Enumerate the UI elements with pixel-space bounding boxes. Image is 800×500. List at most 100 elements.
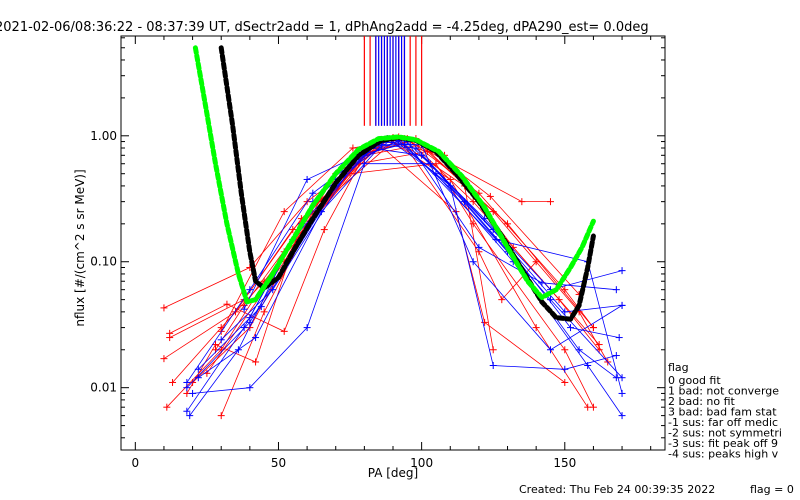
- x-tick-label: 0: [131, 456, 139, 470]
- data-point-marker: [160, 355, 168, 363]
- data-point-marker: [186, 412, 194, 420]
- data-point-marker: [303, 324, 311, 332]
- data-point-marker: [260, 308, 268, 316]
- data-point-marker: [532, 324, 540, 332]
- data-point-marker: [223, 300, 231, 308]
- data-point-marker: [349, 144, 357, 152]
- data-point-marker: [469, 258, 477, 266]
- y-tick-label: 0.10: [90, 255, 117, 269]
- data-point-marker: [498, 296, 506, 304]
- data-point-marker: [303, 175, 311, 183]
- data-point-marker: [169, 378, 177, 386]
- y-axis: 0.01 0.10 1.00: [90, 37, 665, 439]
- data-series-line: [186, 144, 623, 412]
- data-point-marker: [246, 384, 254, 392]
- flag-legend-item: 3 bad: bad fam stat: [668, 406, 777, 419]
- data-point-marker: [194, 365, 202, 373]
- flag-legend-title: flag: [668, 361, 689, 374]
- data-point-marker: [489, 346, 497, 354]
- fit-curve: [218, 45, 596, 322]
- data-point-marker: [561, 378, 569, 386]
- x-tick-label: 100: [410, 456, 433, 470]
- data-point-marker: [518, 198, 526, 206]
- data-point-marker: [546, 296, 554, 304]
- created-timestamp: Created: Thu Feb 24 00:39:35 2022: [519, 483, 715, 496]
- data-point-marker: [561, 308, 569, 316]
- data-point-marker: [618, 389, 626, 397]
- data-point-marker: [412, 144, 420, 152]
- flag-legend-item: -1 sus: far off medic: [668, 416, 778, 429]
- data-point-marker: [217, 336, 225, 344]
- data-point-marker: [561, 365, 569, 373]
- data-point-marker: [489, 362, 497, 370]
- data-point-marker: [481, 318, 489, 326]
- data-point-marker: [612, 352, 620, 360]
- data-series-line: [189, 147, 620, 416]
- data-point-marker: [595, 341, 603, 349]
- data-point-marker: [615, 334, 623, 342]
- data-point-marker: [546, 198, 554, 206]
- data-point-marker: [489, 208, 497, 216]
- data-point-marker: [183, 384, 191, 392]
- x-axis-label: PA [deg]: [368, 466, 418, 480]
- data-point-marker: [269, 286, 277, 294]
- data-point-marker: [469, 198, 477, 206]
- data-point-marker: [163, 403, 171, 411]
- data-point-marker: [618, 412, 626, 420]
- flag-legend-item: 2 bad: no fit: [668, 395, 736, 408]
- data-point-marker: [589, 324, 597, 332]
- x-tick-label: 150: [553, 456, 576, 470]
- data-point-marker: [240, 305, 248, 313]
- data-point-marker: [612, 286, 620, 294]
- data-point-marker: [280, 208, 288, 216]
- data-series-line: [198, 138, 623, 416]
- y-tick-label: 1.00: [90, 129, 117, 143]
- data-point-marker: [211, 341, 219, 349]
- x-tick-label: 50: [271, 456, 286, 470]
- data-point-marker: [400, 140, 408, 148]
- data-point-marker: [584, 403, 592, 411]
- data-point-marker: [166, 329, 174, 337]
- data-series-line: [163, 144, 609, 363]
- data-point-marker: [538, 279, 546, 287]
- data-point-marker: [418, 151, 426, 159]
- data-point-marker: [160, 304, 168, 312]
- flag-legend-item: -2 sus: not symmetri: [668, 427, 782, 440]
- data-series-line: [192, 141, 566, 383]
- data-point-marker: [252, 358, 260, 366]
- fit-curve: [192, 45, 596, 305]
- data-point-marker: [194, 374, 202, 382]
- data-point-marker: [280, 327, 288, 335]
- data-point-marker: [461, 198, 469, 206]
- data-point-marker: [618, 301, 626, 309]
- data-point-marker: [567, 324, 575, 332]
- data-point-marker: [504, 220, 512, 228]
- data-point-marker: [618, 374, 626, 382]
- data-point-marker: [183, 407, 191, 415]
- data-point-marker: [486, 192, 494, 200]
- flag-legend-item: 1 bad: not converge: [668, 385, 779, 398]
- data-point-marker: [532, 258, 540, 266]
- data-series-line: [186, 141, 623, 383]
- data-point-marker: [561, 346, 569, 354]
- data-point-marker: [246, 314, 254, 322]
- data-series-line: [186, 139, 600, 394]
- flag-legend-item: -4 sus: peaks high v: [668, 448, 779, 461]
- x-axis: 0 50 100 150: [131, 36, 652, 470]
- flag-legend-item: 0 good fit: [668, 374, 721, 387]
- data-point-marker: [246, 286, 254, 294]
- data-point-marker: [289, 226, 297, 234]
- y-tick-label: 0.01: [90, 381, 117, 395]
- data-point-marker: [618, 267, 626, 275]
- flag-value: flag = 0: [750, 483, 794, 496]
- data-point-marker: [492, 236, 500, 244]
- flag-legend-item: -3 sus: fit peak off 9: [668, 437, 778, 450]
- data-series-line: [192, 163, 617, 394]
- chart-title: 2021-02-06/08:36:22 - 08:37:39 UT, dSect…: [0, 20, 649, 35]
- data-point-marker: [252, 334, 260, 342]
- data-point-marker: [446, 175, 454, 183]
- data-series-line: [215, 136, 537, 351]
- y-axis-label: nflux [#/(cm^2 s sr MeV)]: [73, 169, 87, 326]
- data-point-marker: [189, 389, 197, 397]
